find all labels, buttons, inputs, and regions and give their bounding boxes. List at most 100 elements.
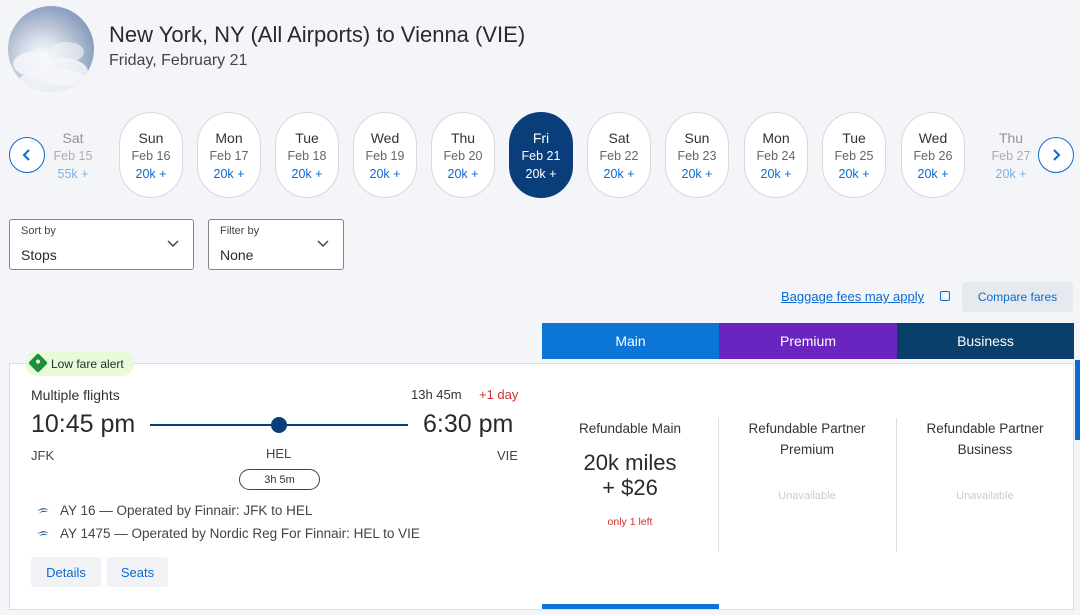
fare-cash[interactable]: + $26 bbox=[602, 475, 658, 500]
day-date: Feb 23 bbox=[677, 149, 717, 163]
date-option-selected[interactable]: Fri Feb 21 20k + bbox=[509, 112, 573, 198]
tab-premium[interactable]: Premium bbox=[719, 323, 897, 359]
fare-name-business: Refundable Partner Business bbox=[926, 421, 1044, 457]
date-option[interactable]: Sun Feb 16 20k + bbox=[119, 112, 183, 198]
travel-date: Friday, February 21 bbox=[109, 52, 248, 69]
day-date: Feb 22 bbox=[599, 149, 639, 163]
seats-button[interactable]: Seats bbox=[107, 557, 168, 587]
scrollbar[interactable] bbox=[1075, 360, 1080, 440]
date-option[interactable]: Tue Feb 25 20k + bbox=[822, 112, 886, 198]
sort-value: Stops bbox=[21, 247, 57, 263]
day-date: Feb 17 bbox=[209, 149, 249, 163]
day-of-week: Mon bbox=[215, 130, 243, 146]
page-title: New York, NY (All Airports) to Vienna (V… bbox=[109, 22, 526, 47]
day-of-week: Tue bbox=[295, 130, 319, 146]
seats-remaining: only 1 left bbox=[607, 516, 653, 528]
chevron-down-icon bbox=[167, 240, 179, 248]
alert-label: Low fare alert bbox=[51, 356, 124, 371]
departure-time: 10:45 pm bbox=[31, 410, 136, 438]
day-price: 55k + bbox=[57, 167, 89, 181]
day-date: Feb 21 bbox=[521, 149, 561, 163]
flight-type: Multiple flights bbox=[31, 387, 120, 403]
day-of-week: Sat bbox=[62, 130, 84, 146]
low-fare-alert-badge: Low fare alert bbox=[25, 351, 134, 376]
day-of-week: Sun bbox=[138, 130, 164, 146]
day-price: 20k + bbox=[447, 167, 479, 181]
day-of-week: Wed bbox=[370, 130, 400, 146]
day-date: Feb 20 bbox=[443, 149, 483, 163]
day-of-week: Thu bbox=[998, 130, 1024, 146]
fare-miles[interactable]: 20k miles bbox=[583, 450, 677, 475]
day-price: 20k + bbox=[681, 167, 713, 181]
day-price: 20k + bbox=[525, 167, 557, 181]
day-price: 20k + bbox=[135, 167, 167, 181]
filter-value: None bbox=[220, 247, 254, 263]
fare-name-premium: Refundable Partner Premium bbox=[748, 421, 866, 457]
chevron-right-icon bbox=[1053, 149, 1061, 161]
segment-text: AY 1475 — Operated by Nordic Reg For Fin… bbox=[60, 526, 420, 541]
date-option[interactable]: Sun Feb 23 20k + bbox=[665, 112, 729, 198]
previous-dates-button[interactable] bbox=[9, 137, 45, 173]
date-option[interactable]: Mon Feb 24 20k + bbox=[744, 112, 808, 198]
day-of-week: Thu bbox=[450, 130, 476, 146]
layover-dot bbox=[271, 417, 287, 433]
sort-dropdown[interactable]: Sort by Stops bbox=[9, 219, 194, 270]
date-option[interactable]: Thu Feb 20 20k + bbox=[431, 112, 495, 198]
fare-unavailable: Unavailable bbox=[778, 490, 836, 502]
next-dates-button[interactable] bbox=[1038, 137, 1074, 173]
filter-dropdown[interactable]: Filter by None bbox=[208, 219, 344, 270]
date-option[interactable]: Sat Feb 15 55k + bbox=[41, 112, 105, 198]
day-of-week: Wed bbox=[918, 130, 948, 146]
arrival-airport: VIE bbox=[497, 448, 518, 463]
sort-label: Sort by bbox=[21, 225, 56, 237]
flight-segment: AY 1475 — Operated by Nordic Reg For Fin… bbox=[37, 526, 420, 541]
day-of-week: Sun bbox=[684, 130, 710, 146]
date-option[interactable]: Wed Feb 19 20k + bbox=[353, 112, 417, 198]
day-of-week: Sat bbox=[608, 130, 630, 146]
filter-label: Filter by bbox=[220, 225, 260, 237]
day-of-week: Tue bbox=[842, 130, 866, 146]
day-date: Feb 25 bbox=[834, 149, 874, 163]
chevron-down-icon bbox=[317, 240, 329, 248]
fare-unavailable: Unavailable bbox=[956, 490, 1014, 502]
plus-day-indicator: +1 day bbox=[479, 387, 519, 402]
day-date: Feb 15 bbox=[53, 149, 93, 163]
layover-airport: HEL bbox=[266, 446, 292, 461]
day-price: 20k + bbox=[291, 167, 323, 181]
day-price: 20k + bbox=[213, 167, 245, 181]
divider bbox=[896, 418, 897, 552]
day-of-week: Mon bbox=[762, 130, 790, 146]
baggage-fees-link[interactable]: Baggage fees may apply bbox=[781, 289, 925, 304]
departure-airport: JFK bbox=[31, 448, 55, 463]
arrival-time: 6:30 pm bbox=[423, 410, 514, 438]
day-date: Feb 19 bbox=[365, 149, 405, 163]
chevron-left-icon bbox=[22, 149, 30, 161]
tab-main[interactable]: Main bbox=[542, 323, 719, 359]
flight-duration: 13h 45m bbox=[411, 387, 462, 402]
date-option[interactable]: Tue Feb 18 20k + bbox=[275, 112, 339, 198]
date-option[interactable]: Mon Feb 17 20k + bbox=[197, 112, 261, 198]
day-date: Feb 16 bbox=[131, 149, 171, 163]
day-of-week: Fri bbox=[532, 130, 550, 146]
destination-image bbox=[8, 6, 94, 92]
segment-text: AY 16 — Operated by Finnair: JFK to HEL bbox=[60, 503, 313, 518]
airline-logo-icon bbox=[37, 531, 49, 536]
day-price: 20k + bbox=[838, 167, 870, 181]
date-option[interactable]: Sat Feb 22 20k + bbox=[587, 112, 651, 198]
day-price: 20k + bbox=[369, 167, 401, 181]
details-button[interactable]: Details bbox=[31, 557, 101, 587]
flight-segment: AY 16 — Operated by Finnair: JFK to HEL bbox=[37, 503, 312, 518]
tag-icon bbox=[28, 353, 48, 373]
day-price: 20k + bbox=[995, 167, 1027, 181]
date-option[interactable]: Thu Feb 27 20k + bbox=[979, 112, 1043, 198]
divider bbox=[718, 418, 719, 552]
date-option[interactable]: Wed Feb 26 20k + bbox=[901, 112, 965, 198]
day-price: 20k + bbox=[760, 167, 792, 181]
day-date: Feb 27 bbox=[991, 149, 1031, 163]
day-date: Feb 24 bbox=[756, 149, 796, 163]
external-link-icon bbox=[940, 291, 950, 301]
compare-fares-button[interactable]: Compare fares bbox=[962, 282, 1073, 312]
airline-logo-icon bbox=[37, 508, 49, 513]
day-price: 20k + bbox=[917, 167, 949, 181]
tab-business[interactable]: Business bbox=[897, 323, 1074, 359]
